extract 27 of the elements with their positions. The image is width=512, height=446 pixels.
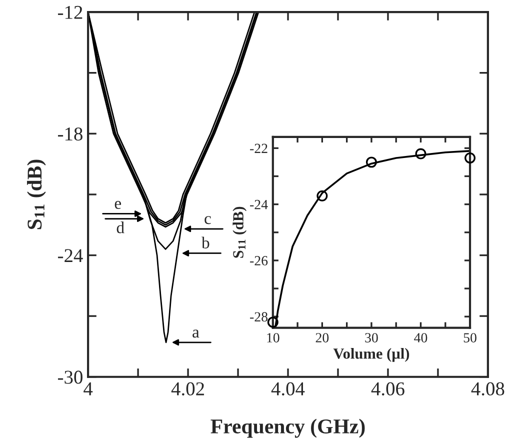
x-tick-label: 40 <box>414 333 428 342</box>
x-tick-label: 30 <box>365 333 378 342</box>
y-tick-label: -26 <box>250 256 268 266</box>
x-tick-label: 4.02 <box>171 382 204 396</box>
x-tick-label: 20 <box>316 333 329 342</box>
x-tick-label: 50 <box>464 333 476 342</box>
annotation: c <box>204 216 211 224</box>
annotation: a <box>192 330 200 338</box>
x-tick-label: 4.06 <box>371 382 404 396</box>
annotation: e <box>114 200 121 209</box>
y-tick-label: -28 <box>250 312 268 322</box>
y-tick-label: -12 <box>58 6 82 19</box>
x-axis-title: Frequency (GHz) <box>210 418 365 438</box>
y-tick-label: -24 <box>58 249 83 262</box>
y-tick-label: -18 <box>58 127 82 141</box>
annotation: b <box>202 236 210 248</box>
x-tick-label: 4.08 <box>471 382 504 396</box>
x-tick-label: 4.04 <box>271 382 305 396</box>
y-axis-title: S$_{11}$ (dB) <box>27 160 46 230</box>
y-tick-label: -22 <box>250 144 268 153</box>
x-axis-title: Volume (µl) <box>333 348 410 362</box>
y-tick-label: -24 <box>250 200 268 210</box>
y-axis-title: S$_{11}$ (dB) <box>232 206 247 258</box>
y-tick-label: -30 <box>58 370 82 384</box>
x-tick-label: 4 <box>84 382 93 396</box>
x-tick-label: 10 <box>267 333 280 342</box>
annotation: d <box>116 222 124 234</box>
